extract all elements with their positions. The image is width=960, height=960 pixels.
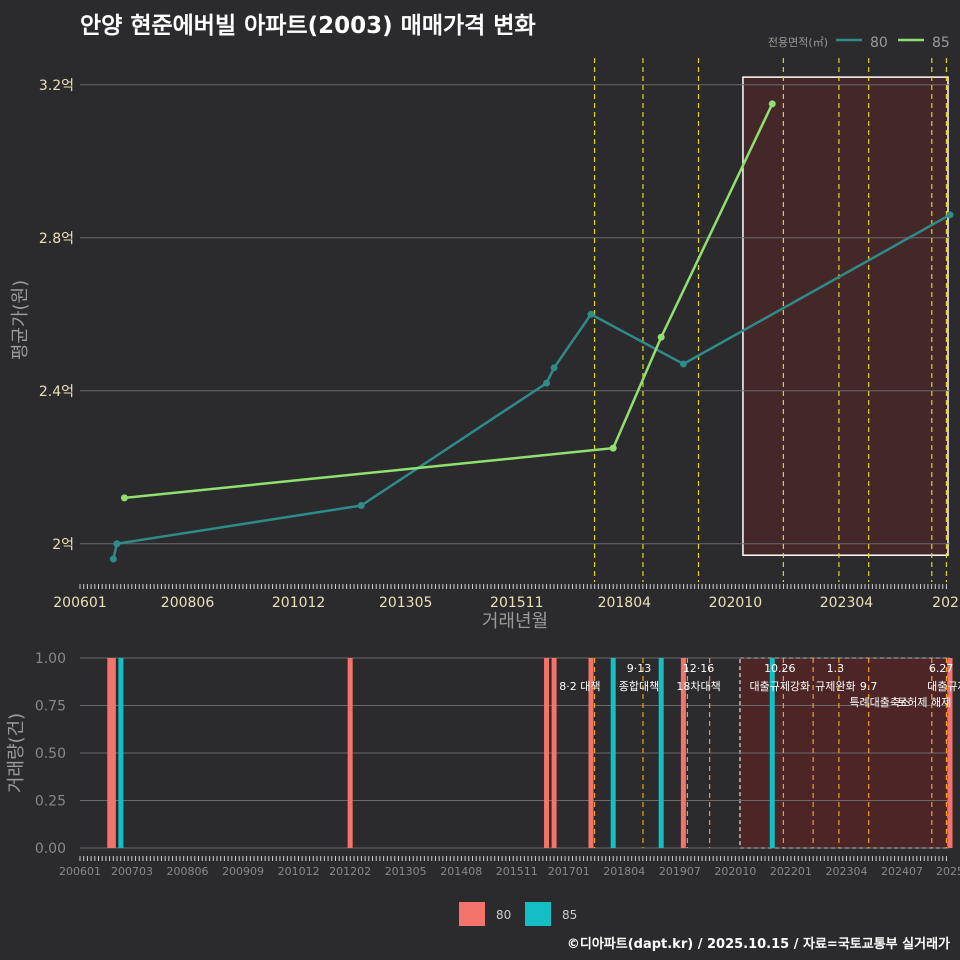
policy-annotation: 12·16: [683, 662, 715, 675]
policy-annotation: 8·2 대책: [559, 680, 600, 693]
y-axis-title-top: 평균가(원): [10, 280, 31, 360]
data-point-80: [109, 555, 117, 563]
x-tick-label-top: 200601: [53, 595, 106, 611]
policy-annotation: 6.27: [929, 662, 954, 675]
legend-label-85: 85: [932, 35, 950, 51]
policy-annotation: 대출규제: [927, 680, 960, 693]
volume-bar-80: [947, 658, 953, 848]
data-point-80: [550, 364, 558, 372]
x-tick-label-bottom: 202010: [714, 865, 756, 878]
x-tick-label-bottom: 201408: [440, 865, 482, 878]
volume-bar-80: [347, 658, 353, 848]
policy-annotation: 종합대책: [619, 680, 659, 693]
volume-bar-80: [551, 658, 557, 848]
x-tick-label-top: 201511: [490, 595, 543, 611]
volume-bar-85: [658, 658, 664, 848]
policy-annotation: 9.7: [860, 680, 878, 693]
x-tick-label-bottom: 201012: [278, 865, 320, 878]
bar-legend-key-80: [459, 902, 485, 926]
data-point-85: [609, 444, 617, 452]
data-point-85: [657, 333, 665, 341]
volume-bar-85: [769, 658, 775, 848]
x-tick-label-bottom: 201202: [329, 865, 371, 878]
policy-annotation: 대출규제강화: [749, 680, 810, 693]
x-tick-label-bottom: 201511: [496, 865, 538, 878]
x-tick-label-bottom: 200601: [59, 865, 101, 878]
bar-legend-label-85: 85: [562, 908, 577, 922]
x-tick-label-bottom: 202407: [881, 865, 923, 878]
data-point-80: [587, 310, 595, 318]
y-tick-label-bottom: 0.75: [35, 699, 66, 715]
volume-bar-80: [107, 658, 113, 848]
x-tick-label-bottom: 200806: [167, 865, 209, 878]
x-axis-title-top: 거래년월: [482, 611, 548, 632]
footer-credit: ©디아파트(dapt.kr) / 2025.10.15 / 자료=국토교통부 실…: [566, 937, 950, 952]
policy-annotation: 9·13: [627, 662, 652, 675]
x-tick-label-top: 201804: [598, 595, 652, 611]
policy-annotation: 1.3: [827, 662, 845, 675]
data-point-80: [543, 379, 551, 387]
x-tick-label-top: 200806: [161, 595, 215, 611]
x-tick-label-bottom: 2025: [936, 865, 960, 878]
x-tick-label-bottom: 202304: [825, 865, 867, 878]
y-tick-label-top: 2.8억: [39, 231, 74, 247]
volume-bar-80: [544, 658, 550, 848]
y-axis-title-bottom: 거래량(건): [6, 713, 27, 793]
volume-bar-80: [588, 658, 594, 848]
series-line-85: [124, 103, 774, 500]
x-tick-label-bottom: 202201: [770, 865, 812, 878]
policy-annotation: 규제완화: [815, 680, 855, 693]
data-point-85: [768, 100, 776, 108]
x-tick-label-bottom: 200703: [111, 865, 153, 878]
data-point-80: [679, 360, 687, 368]
y-tick-label-bottom: 0.00: [35, 841, 66, 857]
bar-legend-key-85: [525, 902, 551, 926]
x-tick-label-bottom: 201804: [603, 865, 645, 878]
policy-annotation: 특례대출축소: [849, 696, 910, 709]
y-tick-label-bottom: 0.50: [35, 746, 66, 762]
legend-title: 전용면적(㎡): [768, 36, 828, 49]
x-tick-label-top: 2025: [932, 595, 960, 611]
series-line-80: [112, 213, 951, 560]
y-tick-label-bottom: 0.25: [35, 794, 66, 810]
data-point-80: [113, 540, 121, 548]
highlight-region-top: [742, 76, 949, 556]
policy-annotation: 10.26: [764, 662, 796, 675]
data-point-80: [946, 211, 954, 219]
x-tick-label-top: 202010: [709, 595, 762, 611]
x-tick-label-bottom: 201907: [659, 865, 701, 878]
y-tick-label-bottom: 1.00: [35, 651, 66, 667]
volume-bar-80: [680, 658, 686, 848]
data-point-85: [120, 494, 128, 502]
y-tick-label-top: 2.4억: [39, 384, 74, 400]
x-tick-label-bottom: 201701: [548, 865, 590, 878]
policy-annotation: 18차대책: [676, 680, 720, 693]
x-tick-label-top: 201012: [272, 595, 325, 611]
volume-bar-85: [118, 658, 124, 848]
x-tick-label-top: 202304: [820, 595, 874, 611]
y-tick-label-top: 3.2억: [39, 78, 74, 94]
chart-title: 안양 현준에버빌 아파트(2003) 매매가격 변화: [80, 13, 536, 39]
volume-bar-85: [610, 658, 616, 848]
data-point-80: [357, 502, 365, 510]
policy-annotation: 토허제 해제: [897, 695, 951, 709]
x-tick-label-bottom: 201305: [385, 865, 427, 878]
legend-label-80: 80: [870, 35, 888, 51]
x-tick-label-bottom: 200909: [222, 865, 264, 878]
y-tick-label-top: 2억: [52, 537, 74, 553]
volume-bar-80: [110, 658, 116, 848]
x-tick-label-top: 201305: [379, 595, 432, 611]
bar-legend-label-80: 80: [496, 908, 511, 922]
